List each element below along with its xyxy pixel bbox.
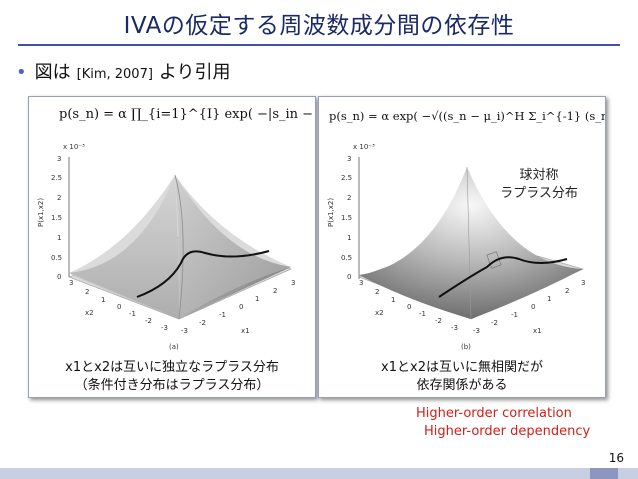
svg-text:1: 1 — [255, 295, 259, 303]
citation: [Kim, 2007] — [76, 67, 153, 82]
x2-ticks: 3 2 1 0 -1 -2 -3 x2 — [69, 279, 168, 332]
conditional-curve — [438, 256, 568, 298]
svg-text:1: 1 — [101, 296, 105, 304]
svg-text:2: 2 — [375, 288, 379, 296]
footer-block — [590, 468, 618, 479]
svg-text:1: 1 — [391, 296, 395, 304]
svg-text:1.5: 1.5 — [51, 214, 62, 222]
conditional-curve — [136, 250, 270, 298]
right-caption-line1: x1とx2は互いに無相関だが — [381, 360, 543, 375]
svg-text:x1: x1 — [241, 327, 250, 335]
svg-text:x 10⁻³: x 10⁻³ — [63, 143, 85, 151]
svg-text:1.5: 1.5 — [341, 214, 352, 222]
svg-text:0: 0 — [239, 303, 243, 311]
svg-text:3: 3 — [581, 279, 585, 287]
svg-text:-1: -1 — [419, 310, 426, 318]
svg-text:x 10⁻³: x 10⁻³ — [353, 143, 375, 151]
svg-text:-1: -1 — [511, 311, 518, 319]
bullet-suffix: より引用 — [158, 62, 231, 83]
svg-text:-2: -2 — [435, 317, 442, 325]
x1-ticks: -3 -2 -1 0 1 2 3 x1 — [181, 279, 295, 335]
plot-label-a: (a) — [169, 343, 179, 351]
svg-text:3: 3 — [347, 155, 351, 163]
x1-ticks: -3 -2 -1 0 1 2 3 x1 — [473, 279, 585, 335]
z-ticks: 0 0.5 1 1.5 2 2.5 3 x 10⁻³ P(x1,x2) — [327, 143, 375, 281]
svg-text:2.5: 2.5 — [51, 174, 62, 182]
svg-text:2: 2 — [57, 194, 61, 202]
svg-text:3: 3 — [291, 279, 295, 287]
svg-text:2: 2 — [347, 194, 351, 202]
svg-text:-2: -2 — [491, 319, 498, 327]
right-figure-panel: 0 0.5 1 1.5 2 2.5 3 x 10⁻³ P(x1,x2) 3 2 … — [318, 96, 606, 398]
source-bullet: • 図は [Kim, 2007] より引用 — [16, 58, 231, 84]
svg-text:0.5: 0.5 — [341, 254, 352, 262]
svg-text:1: 1 — [57, 234, 61, 242]
slide-title: IVAの仮定する周波数成分間の依存性 — [123, 13, 515, 39]
right-formula: p(s_n) = α exp( −√((s_n − μ_i)^H Σ_i^{-1… — [329, 109, 605, 123]
left-surface-plot: 0 0.5 1 1.5 2 2.5 3 x 10⁻³ P(x1,x2) 3 2 … — [37, 143, 295, 351]
right-caption-line2: 依存関係がある — [416, 378, 508, 393]
svg-text:P(x1,x2): P(x1,x2) — [37, 198, 45, 227]
svg-text:2: 2 — [85, 288, 89, 296]
left-caption-line1: x1とx2は互いに独立なラプラス分布 — [65, 360, 279, 375]
svg-text:-1: -1 — [129, 310, 136, 318]
svg-text:1: 1 — [547, 295, 551, 303]
svg-text:0: 0 — [347, 273, 351, 281]
svg-text:-3: -3 — [181, 327, 188, 335]
svg-text:-3: -3 — [451, 324, 458, 332]
svg-text:2: 2 — [273, 287, 277, 295]
annotation-spherical: 球対称 ラプラス分布 — [479, 167, 599, 203]
svg-text:P(x1,x2): P(x1,x2) — [327, 198, 335, 227]
z-ticks: 0 0.5 1 1.5 2 2.5 3 x 10⁻³ P(x1,x2) — [37, 143, 85, 281]
svg-text:2: 2 — [565, 287, 569, 295]
svg-text:-1: -1 — [219, 311, 226, 319]
svg-text:-2: -2 — [199, 319, 206, 327]
svg-text:-3: -3 — [161, 324, 168, 332]
annotation-line1: 球対称 — [519, 168, 559, 183]
svg-text:3: 3 — [57, 155, 61, 163]
right-surface-plot: 0 0.5 1 1.5 2 2.5 3 x 10⁻³ P(x1,x2) 3 2 … — [327, 143, 585, 351]
left-caption-line2: （条件付き分布はラプラス分布） — [74, 378, 270, 393]
svg-text:3: 3 — [359, 279, 363, 287]
annotation-line2: ラプラス分布 — [500, 186, 578, 201]
left-figure-panel: 0 0.5 1 1.5 2 2.5 3 x 10⁻³ P(x1,x2) 3 2 … — [28, 96, 316, 398]
svg-text:2.5: 2.5 — [341, 174, 352, 182]
note-dependency: Higher-order dependency — [424, 424, 591, 439]
bullet-dot: • — [16, 62, 27, 83]
svg-text:0.5: 0.5 — [51, 254, 62, 262]
svg-text:x2: x2 — [375, 309, 384, 317]
svg-text:0: 0 — [407, 303, 411, 311]
svg-text:x1: x1 — [533, 327, 542, 335]
left-formula: p(s_n) = α ∏_{i=1}^{I} exp( −|s_in − μ_i… — [59, 107, 315, 122]
note-correlation: Higher-order correlation — [416, 406, 572, 421]
footer-bar — [0, 468, 638, 479]
svg-text:0: 0 — [57, 273, 61, 281]
svg-text:0: 0 — [117, 303, 121, 311]
svg-text:0: 0 — [531, 303, 535, 311]
bullet-prefix: 図は — [34, 62, 71, 83]
svg-text:x2: x2 — [85, 309, 94, 317]
page-number: 16 — [608, 451, 624, 465]
svg-text:1: 1 — [347, 234, 351, 242]
svg-text:-2: -2 — [145, 317, 152, 325]
plot-label-b: (b) — [461, 343, 471, 351]
svg-text:3: 3 — [69, 279, 73, 287]
x2-ticks: 3 2 1 0 -1 -2 -3 x2 — [359, 279, 458, 332]
svg-text:-3: -3 — [473, 327, 480, 335]
title-underline — [18, 44, 620, 46]
